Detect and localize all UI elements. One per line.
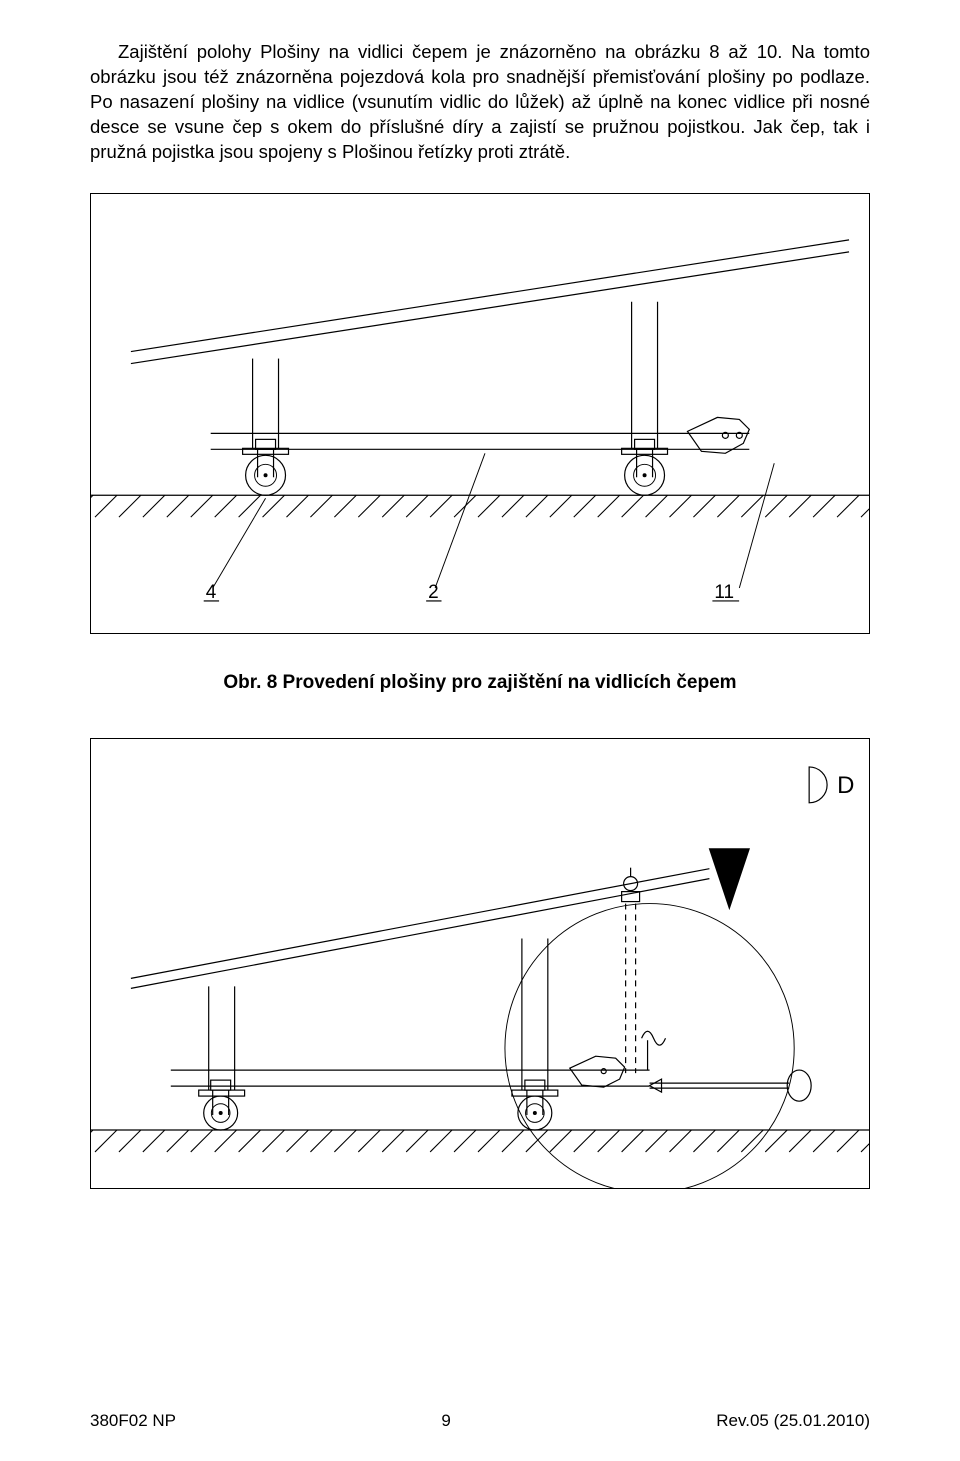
svg-text:2: 2 [428,582,439,603]
page: Zajištění polohy Plošiny na vidlici čepe… [0,0,960,1461]
footer-right: Rev.05 (25.01.2010) [716,1411,870,1431]
svg-text:D: D [837,772,854,799]
footer-left: 380F02 NP [90,1411,176,1431]
figure-1-caption: Obr. 8 Provedení plošiny pro zajištění n… [90,672,870,694]
spacer [90,1207,870,1364]
figure-2-svg: D [91,739,869,1188]
footer-center: 9 [441,1411,450,1431]
page-footer: 380F02 NP 9 Rev.05 (25.01.2010) [90,1404,870,1431]
svg-text:11: 11 [714,582,734,603]
figure-1-svg: 4211 [91,194,869,633]
figure-2-frame: D [90,738,870,1189]
body-paragraph: Zajištění polohy Plošiny na vidlici čepe… [90,40,870,165]
figure-1-frame: 4211 [90,193,870,634]
